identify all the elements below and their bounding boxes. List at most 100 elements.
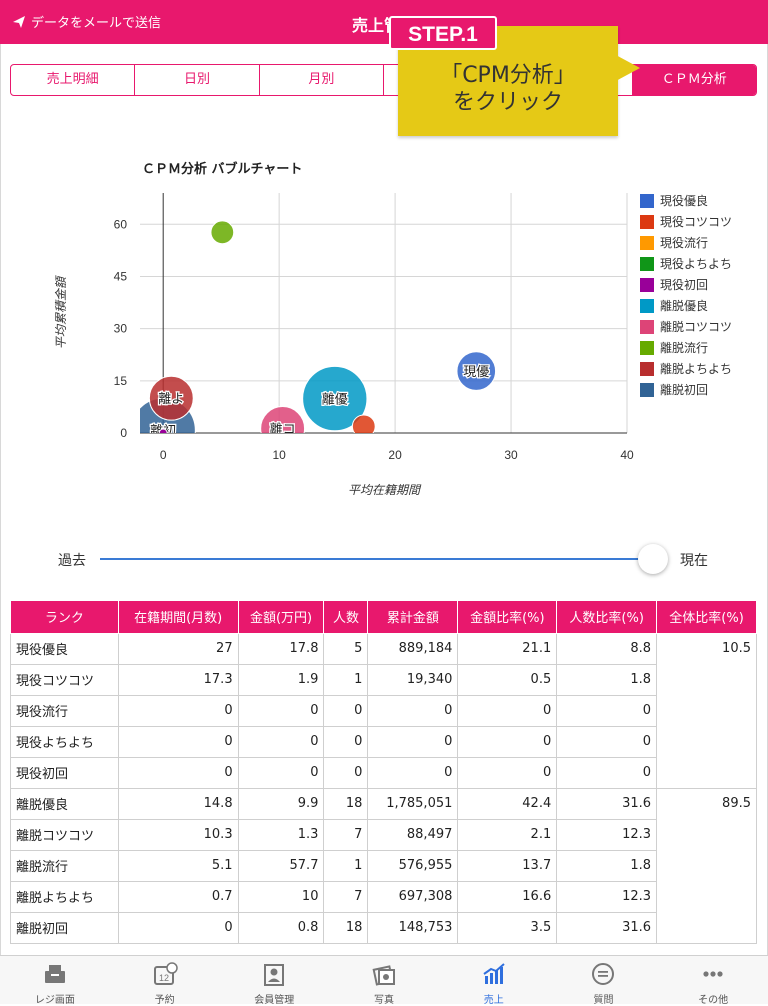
bubble-point xyxy=(158,428,168,433)
calendar-icon: 12 xyxy=(153,962,178,985)
rank-cell: 現役初回 xyxy=(10,756,119,789)
callout-line-1: 「CPM分析」 xyxy=(440,63,576,88)
tabbar-item[interactable]: 会員管理 xyxy=(219,956,329,1006)
value-cell: 9.9 xyxy=(237,787,325,820)
value-cell: 0 xyxy=(367,694,459,727)
col-tenure: 在籍期間(月数) xyxy=(117,601,239,634)
bubble-label: 離よ xyxy=(158,392,184,407)
value-cell: 1.9 xyxy=(237,663,325,696)
legend-item: 離脱初回 xyxy=(640,379,732,400)
svg-text:12: 12 xyxy=(159,973,169,983)
value-cell: 0 xyxy=(117,911,239,944)
col-count-ratio: 人数比率(%) xyxy=(556,601,658,634)
legend-swatch xyxy=(640,340,654,355)
register-icon xyxy=(44,965,65,983)
value-cell: 3.5 xyxy=(457,911,558,944)
tabbar-item[interactable]: レジ画面 xyxy=(0,956,110,1006)
tab-cpm-analysis[interactable]: ＣＰＭ分析 xyxy=(632,65,756,95)
tab-sales-detail[interactable]: 売上明細 xyxy=(11,65,136,95)
chart-title: ＣＰＭ分析 バブルチャート xyxy=(142,162,303,177)
value-cell: 0 xyxy=(237,756,325,789)
value-cell: 5 xyxy=(323,632,369,665)
value-cell: 0 xyxy=(556,694,658,727)
value-cell: 0 xyxy=(237,725,325,758)
legend-label: 離脱コツコツ xyxy=(660,320,733,334)
col-amount-ratio: 金額比率(%) xyxy=(457,601,558,634)
step-badge: STEP.1 xyxy=(389,16,497,50)
bubble-point xyxy=(210,220,235,245)
x-tick-label: 0 xyxy=(160,448,167,462)
legend-label: 現役流行 xyxy=(660,236,709,250)
legend-label: 現役優良 xyxy=(660,194,709,208)
chart-legend: 現役優良 現役コツコツ 現役流行 現役よちよち 現役初回 離脱優良 離脱コツコツ 離脱流行 離脱… xyxy=(640,190,732,400)
col-rank: ランク xyxy=(10,601,119,634)
bubble-point xyxy=(456,351,497,391)
tab-monthly[interactable]: 月別 xyxy=(260,65,384,95)
tabbar-item[interactable]: 12 予約 xyxy=(110,956,220,1006)
value-cell: 57.7 xyxy=(237,849,325,882)
col-amount: 金額(万円) xyxy=(237,601,325,634)
legend-swatch xyxy=(640,298,654,313)
table-row: 離脱コツコツ 10.3 1.3 7 88,497 2.1 12.3 xyxy=(10,818,757,851)
value-cell: 0 xyxy=(556,756,658,789)
legend-swatch xyxy=(640,361,654,376)
y-tick-label: 0 xyxy=(120,426,127,440)
value-cell: 1 xyxy=(323,663,369,696)
table-row: 離脱優良 14.8 9.9 18 1,785,051 42.4 31.6 89.5 xyxy=(10,787,757,944)
value-cell: 19,340 xyxy=(367,663,459,696)
value-cell: 2.1 xyxy=(457,818,558,851)
table-row: 現役流行 0 0 0 0 0 0 xyxy=(10,694,757,727)
value-cell: 88,497 xyxy=(367,818,459,851)
bubble-chart: 010203040015304560離優離初離コ離よ現優平均在籍期間平均累積金額 xyxy=(54,193,634,497)
bottom-tab-bar: レジ画面 12 予約 会員管理 写真 売上 質問 その他 xyxy=(0,955,768,1006)
legend-item: 現役流行 xyxy=(640,232,732,253)
sales-chart-icon xyxy=(483,963,505,984)
legend-swatch xyxy=(640,214,654,229)
tabbar-item[interactable]: 質問 xyxy=(549,956,659,1006)
legend-swatch xyxy=(640,256,654,271)
value-cell: 1 xyxy=(323,849,369,882)
value-cell: 0 xyxy=(237,694,325,727)
x-tick-label: 40 xyxy=(620,448,634,462)
tab-daily[interactable]: 日別 xyxy=(135,65,260,95)
app-header: データをメールで送信 売上管理 xyxy=(0,0,768,44)
value-cell: 1.8 xyxy=(556,663,658,696)
table-row: 現役コツコツ 17.3 1.9 1 19,340 0.5 1.8 xyxy=(10,663,757,696)
tabbar-item[interactable]: 売上 xyxy=(439,956,549,1006)
value-cell: 1.8 xyxy=(556,849,658,882)
value-cell: 10 xyxy=(237,880,325,913)
legend-swatch xyxy=(640,319,654,334)
table-row: 現役よちよち 0 0 0 0 0 0 xyxy=(10,725,757,758)
value-cell: 0 xyxy=(457,725,558,758)
bubble-point xyxy=(260,406,306,433)
rank-cell: 現役優良 xyxy=(10,632,119,665)
tabbar-label: 売上 xyxy=(483,995,504,1006)
value-cell: 7 xyxy=(323,818,369,851)
legend-label: 現役よちよち xyxy=(660,257,733,271)
value-cell: 0 xyxy=(117,694,239,727)
legend-item: 現役優良 xyxy=(640,190,732,211)
callout-text: 「CPM分析」 をクリック xyxy=(398,62,618,116)
legend-item: 離脱流行 xyxy=(640,337,732,358)
value-cell: 0 xyxy=(556,725,658,758)
x-axis-title: 平均在籍期間 xyxy=(348,483,422,497)
rank-cell: 離脱流行 xyxy=(10,849,119,882)
value-cell: 0.7 xyxy=(117,880,239,913)
bubble-point xyxy=(148,375,194,421)
value-cell: 31.6 xyxy=(556,911,658,944)
slider-label-past: 過去 xyxy=(58,553,86,569)
email-export-button[interactable]: データをメールで送信 xyxy=(12,12,161,31)
tabbar-item[interactable]: その他 xyxy=(658,956,768,1006)
tabbar-item[interactable]: 写真 xyxy=(329,956,439,1006)
value-cell: 0 xyxy=(323,694,369,727)
col-total-ratio: 全体比率(%) xyxy=(656,601,757,634)
value-cell: 18 xyxy=(323,911,369,944)
slider-track[interactable] xyxy=(100,558,652,560)
legend-item: 離脱よちよち xyxy=(640,358,732,379)
slider-thumb[interactable] xyxy=(638,544,668,574)
callout-pointer xyxy=(614,54,640,82)
report-tabs: 売上明細 日別 月別 ＣＰＭ分析 xyxy=(10,64,757,96)
table-row: 現役優良 27 17.8 5 889,184 21.1 8.8 10.5 xyxy=(10,632,757,789)
legend-item: 離脱優良 xyxy=(640,295,732,316)
legend-label: 離脱流行 xyxy=(660,341,709,355)
